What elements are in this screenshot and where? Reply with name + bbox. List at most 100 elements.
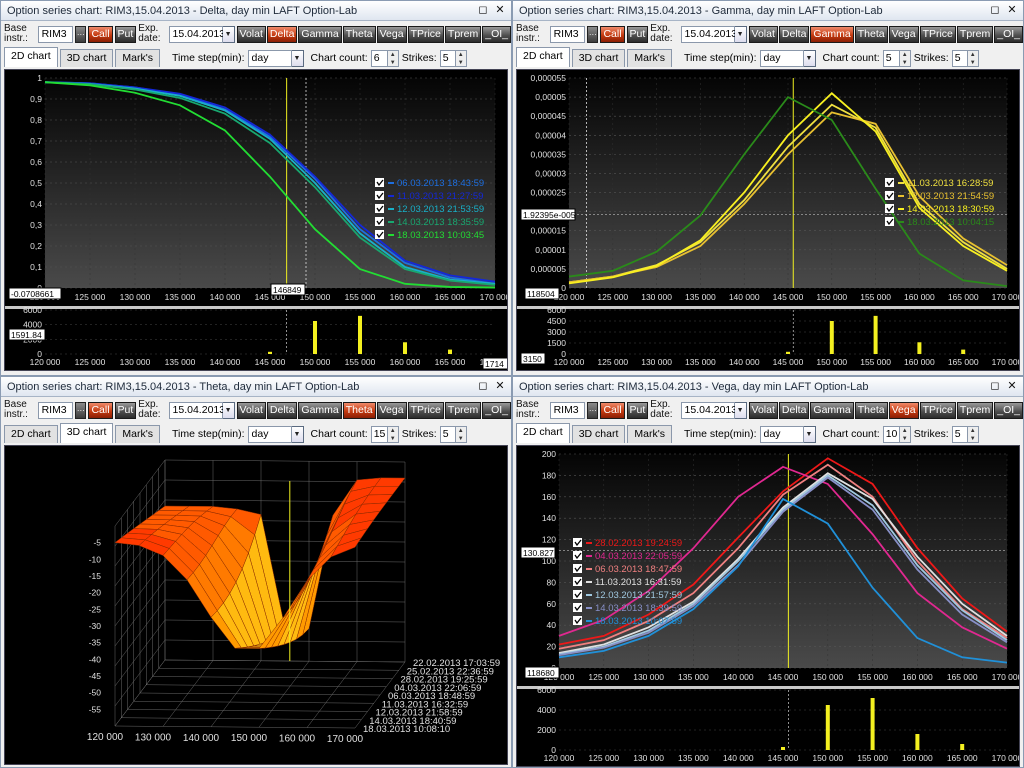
- tab-2d-chart[interactable]: 2D chart: [516, 47, 570, 67]
- tab-3d-chart[interactable]: 3D chart: [571, 425, 626, 443]
- base-instr-input[interactable]: RIM3: [549, 401, 586, 419]
- surface-chart[interactable]: -5 -10 -15 -20 -25 -30 -35 -40 -45 -50 -55 120 000 1…: [5, 446, 508, 765]
- tab-2d-chart[interactable]: 2D chart: [4, 47, 58, 67]
- metric-button-oi[interactable]: _OI_: [482, 25, 511, 43]
- title-bar[interactable]: Option series chart: RIM3,15.04.2013 - V…: [513, 377, 1023, 397]
- base-instr-input[interactable]: RIM3: [37, 401, 74, 419]
- spinner-icon[interactable]: ▲ ▼: [967, 49, 979, 67]
- line-chart[interactable]: 0 0,1 0,2 0,3 0,4 0,5 0,6 0,7 0,8 0,9 1 120 000 125 …: [5, 70, 508, 371]
- title-bar[interactable]: Option series chart: RIM3,15.04.2013 - T…: [1, 377, 511, 397]
- metric-button-gamma[interactable]: Gamma: [810, 401, 854, 419]
- metric-button-vega[interactable]: Vega: [376, 25, 407, 43]
- line-chart[interactable]: 0 20 40 60 80 100 120 140 160 180 200 120 000 125 00…: [517, 446, 1020, 767]
- put-button[interactable]: Put: [626, 401, 649, 419]
- strikes-input[interactable]: 5: [951, 49, 968, 67]
- tab-marks[interactable]: Mark's: [115, 425, 160, 443]
- metric-button-oi[interactable]: _OI_: [994, 25, 1023, 43]
- chevron-down-icon[interactable]: ▼: [291, 49, 304, 67]
- close-icon[interactable]: ✕: [495, 380, 505, 392]
- title-bar[interactable]: Option series chart: RIM3,15.04.2013 - D…: [1, 1, 511, 21]
- time-step-select[interactable]: day: [759, 49, 804, 67]
- restore-icon[interactable]: ◻: [478, 380, 488, 392]
- chevron-down-icon[interactable]: ▼: [222, 25, 235, 43]
- browse-button[interactable]: ···: [75, 401, 87, 419]
- metric-button-tprem[interactable]: Tprem: [444, 401, 482, 419]
- chevron-down-icon[interactable]: ▼: [803, 49, 816, 67]
- chart-area[interactable]: 00,0000050,000010,0000150,000020,0000250…: [516, 69, 1020, 371]
- put-button[interactable]: Put: [114, 25, 137, 43]
- call-button[interactable]: Call: [88, 401, 113, 419]
- metric-button-theta[interactable]: Theta: [854, 25, 888, 43]
- metric-button-volat[interactable]: Volat: [748, 401, 778, 419]
- metric-button-theta[interactable]: Theta: [342, 401, 376, 419]
- chevron-down-icon[interactable]: ▼: [734, 401, 747, 419]
- spinner-icon[interactable]: ▲ ▼: [387, 49, 399, 67]
- exp-date-select[interactable]: 15.04.2013: [680, 25, 737, 43]
- tab-marks[interactable]: Mark's: [627, 425, 672, 443]
- chevron-down-icon[interactable]: ▼: [803, 425, 816, 443]
- chart-area[interactable]: 0 0,1 0,2 0,3 0,4 0,5 0,6 0,7 0,8 0,9 1 120 000 125 …: [4, 69, 508, 371]
- exp-date-select[interactable]: 15.04.2013: [680, 401, 737, 419]
- exp-date-select[interactable]: 15.04.2013: [168, 25, 225, 43]
- metric-button-delta[interactable]: Delta: [266, 25, 298, 43]
- metric-button-tprice[interactable]: TPrice: [919, 25, 956, 43]
- chevron-down-icon[interactable]: ▼: [222, 401, 235, 419]
- metric-button-tprice[interactable]: TPrice: [407, 25, 444, 43]
- base-instr-input[interactable]: RIM3: [549, 25, 586, 43]
- restore-icon[interactable]: ◻: [478, 4, 488, 16]
- title-bar[interactable]: Option series chart: RIM3,15.04.2013 - G…: [513, 1, 1023, 21]
- spinner-icon[interactable]: ▲ ▼: [899, 425, 911, 443]
- chart-count-input[interactable]: 15: [370, 425, 388, 443]
- time-step-select[interactable]: day: [247, 49, 292, 67]
- chart-count-input[interactable]: 5: [882, 49, 900, 67]
- tab-3d-chart[interactable]: 3D chart: [59, 423, 114, 443]
- surface-chart-area[interactable]: -5 -10 -15 -20 -25 -30 -35 -40 -45 -50 -55 120 000 1…: [4, 445, 508, 765]
- spinner-icon[interactable]: ▲ ▼: [967, 425, 979, 443]
- close-icon[interactable]: ✕: [1007, 380, 1017, 392]
- tab-marks[interactable]: Mark's: [627, 49, 672, 67]
- metric-button-tprice[interactable]: TPrice: [407, 401, 444, 419]
- metric-button-theta[interactable]: Theta: [854, 401, 888, 419]
- metric-button-oi[interactable]: _OI_: [994, 401, 1023, 419]
- spinner-icon[interactable]: ▲ ▼: [899, 49, 911, 67]
- call-button[interactable]: Call: [600, 25, 625, 43]
- metric-button-gamma[interactable]: Gamma: [298, 401, 342, 419]
- spinner-icon[interactable]: ▲ ▼: [455, 49, 467, 67]
- strikes-input[interactable]: 5: [439, 425, 456, 443]
- time-step-select[interactable]: day: [759, 425, 804, 443]
- exp-date-select[interactable]: 15.04.2013: [168, 401, 225, 419]
- metric-button-volat[interactable]: Volat: [236, 401, 266, 419]
- metric-button-delta[interactable]: Delta: [778, 401, 810, 419]
- metric-button-gamma[interactable]: Gamma: [298, 25, 342, 43]
- metric-button-volat[interactable]: Volat: [236, 25, 266, 43]
- tab-marks[interactable]: Mark's: [115, 49, 160, 67]
- close-icon[interactable]: ✕: [1007, 4, 1017, 16]
- call-button[interactable]: Call: [88, 25, 113, 43]
- metric-button-delta[interactable]: Delta: [266, 401, 298, 419]
- strikes-input[interactable]: 5: [951, 425, 968, 443]
- metric-button-theta[interactable]: Theta: [342, 25, 376, 43]
- metric-button-vega[interactable]: Vega: [376, 401, 407, 419]
- tab-2d-chart[interactable]: 2D chart: [516, 423, 570, 443]
- chart-area[interactable]: 0 20 40 60 80 100 120 140 160 180 200 120 000 125 00…: [516, 445, 1020, 767]
- browse-button[interactable]: ···: [587, 25, 599, 43]
- metric-button-oi[interactable]: _OI_: [482, 401, 511, 419]
- put-button[interactable]: Put: [626, 25, 649, 43]
- metric-button-tprem[interactable]: Tprem: [444, 25, 482, 43]
- strikes-input[interactable]: 5: [439, 49, 456, 67]
- metric-button-vega[interactable]: Vega: [888, 401, 919, 419]
- put-button[interactable]: Put: [114, 401, 137, 419]
- call-button[interactable]: Call: [600, 401, 625, 419]
- spinner-icon[interactable]: ▲ ▼: [455, 425, 467, 443]
- chart-count-input[interactable]: 6: [370, 49, 388, 67]
- spinner-icon[interactable]: ▲ ▼: [387, 425, 399, 443]
- restore-icon[interactable]: ◻: [990, 380, 1000, 392]
- metric-button-vega[interactable]: Vega: [888, 25, 919, 43]
- tab-3d-chart[interactable]: 3D chart: [571, 49, 626, 67]
- metric-button-tprem[interactable]: Tprem: [956, 401, 994, 419]
- metric-button-gamma[interactable]: Gamma: [810, 25, 854, 43]
- time-step-select[interactable]: day: [247, 425, 292, 443]
- metric-button-tprem[interactable]: Tprem: [956, 25, 994, 43]
- line-chart[interactable]: 00,0000050,000010,0000150,000020,0000250…: [517, 70, 1020, 371]
- browse-button[interactable]: ···: [75, 25, 87, 43]
